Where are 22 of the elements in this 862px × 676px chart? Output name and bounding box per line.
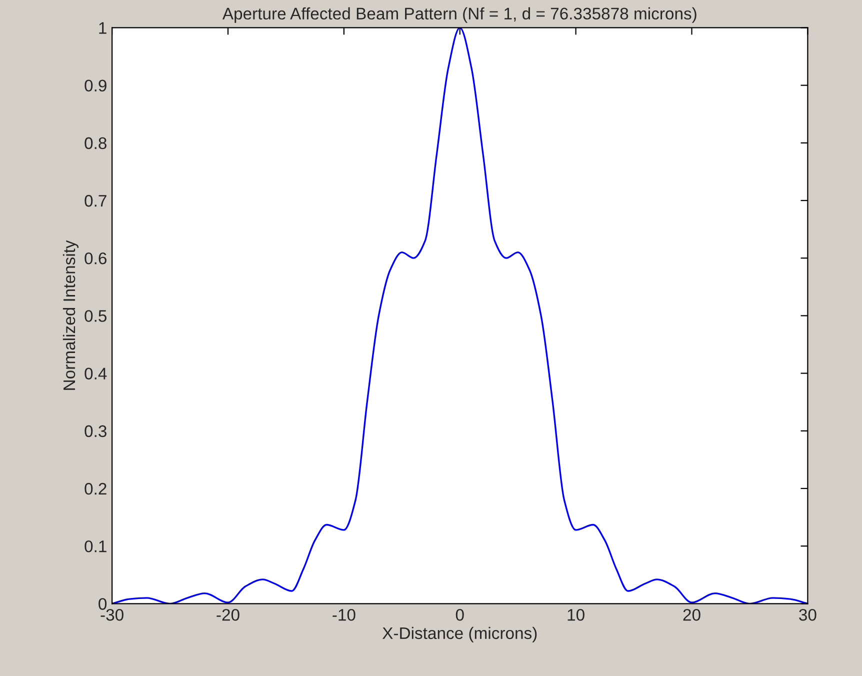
y-axis-title: Normalized Intensity	[62, 240, 78, 390]
y-tick-label: 0.6	[84, 252, 106, 264]
y-tick-label: 0	[98, 598, 107, 610]
x-axis-title: X-Distance (microns)	[382, 626, 537, 642]
x-tick-label: -30	[100, 608, 124, 621]
y-tick-label: 0.4	[84, 368, 107, 380]
y-tick-label: 0.2	[84, 482, 106, 495]
chart-title: Aperture Affected Beam Pattern (Nf = 1, d = 76.335878 microns)	[222, 7, 696, 23]
y-tick-label: 1	[99, 22, 106, 34]
x-tick-label: 20	[683, 608, 700, 621]
y-tick-label: 0.7	[84, 194, 106, 207]
y-tick-label: 0.9	[84, 80, 106, 92]
x-tick-label: 10	[568, 608, 584, 621]
y-tick-label: 0.1	[84, 540, 106, 552]
y-tick-label: 0.5	[84, 310, 106, 322]
x-tick-label: -10	[332, 608, 356, 621]
x-tick-label: 0	[456, 608, 464, 621]
x-tick-label: 30	[799, 608, 816, 621]
x-tick-label: -20	[216, 608, 240, 621]
y-tick-label: 0.3	[84, 425, 106, 438]
line-series	[112, 28, 808, 604]
y-tick-label: 0.8	[84, 137, 106, 150]
